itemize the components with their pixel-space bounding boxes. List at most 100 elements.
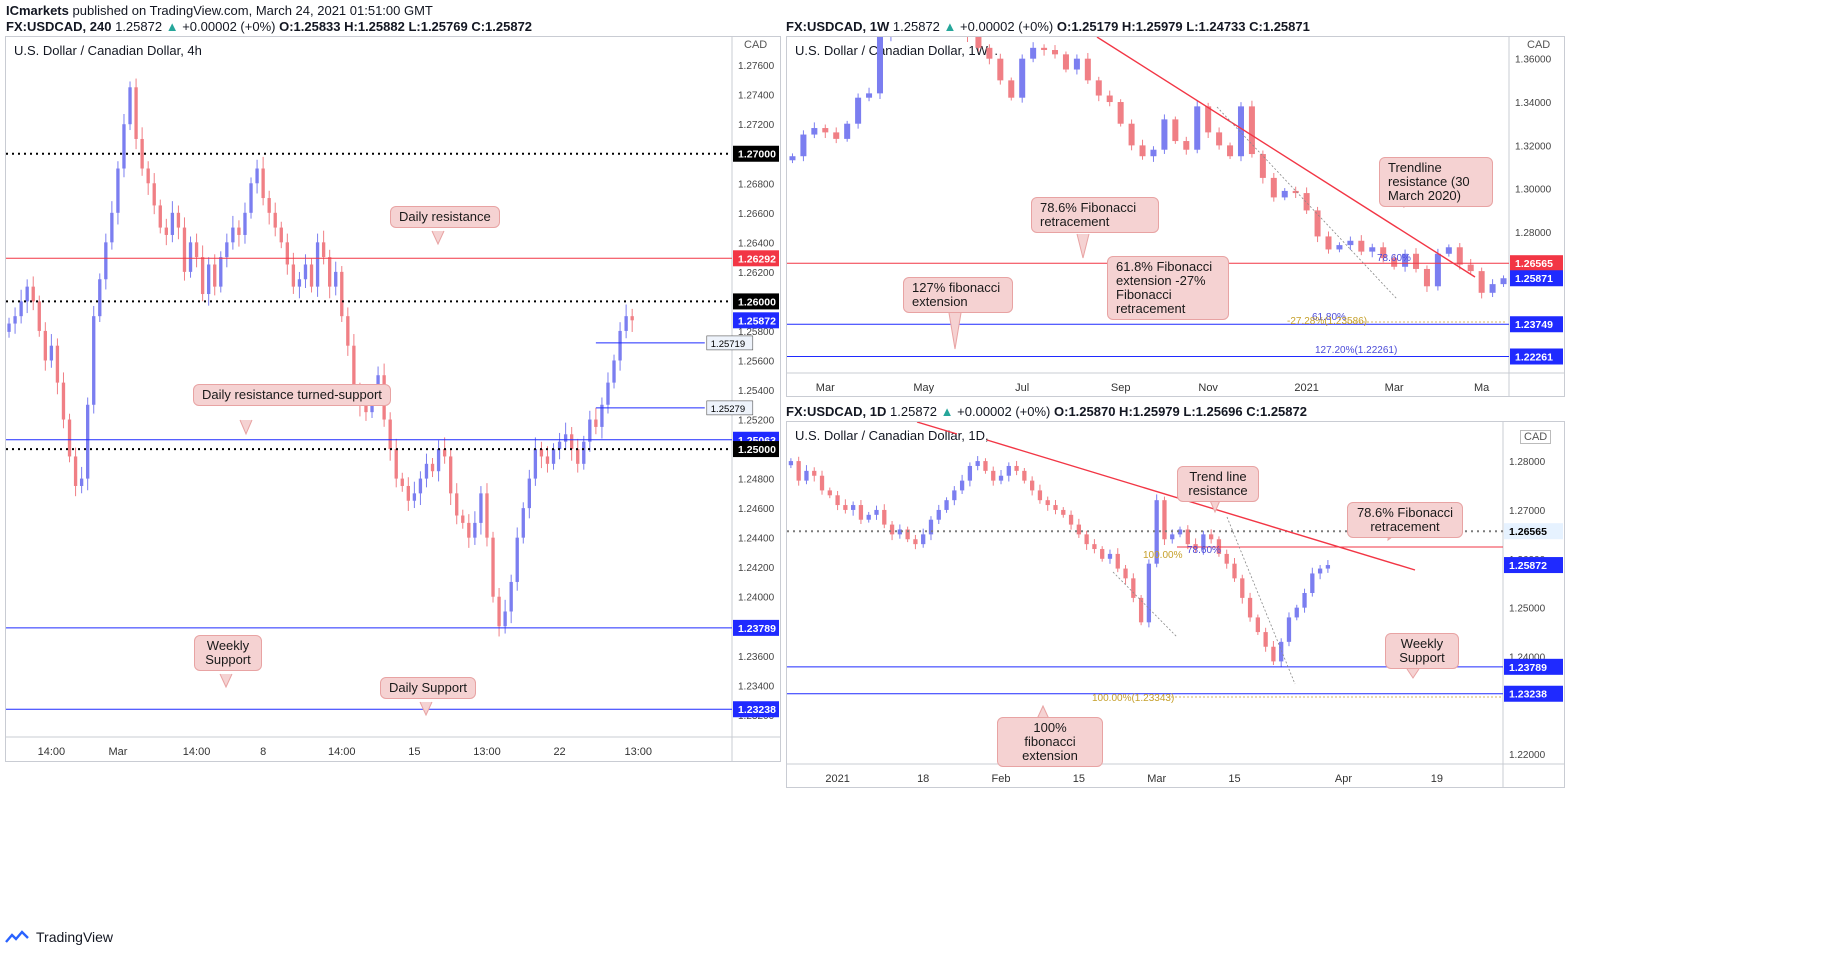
price-tag-label: 1.22261 [1515, 352, 1553, 364]
price-tag [733, 619, 779, 636]
chart-1d-panel[interactable]: U.S. Dollar / Canadian Dollar, 1D, 1.280… [786, 421, 1565, 788]
left-quote: 1.25872 [115, 19, 163, 34]
callout-pointer [1406, 668, 1420, 679]
candle [49, 345, 54, 361]
candle [1209, 534, 1214, 540]
candle [789, 156, 796, 161]
candle [515, 537, 519, 582]
candle [1358, 240, 1365, 252]
chart-1w-panel[interactable]: U.S. Dollar / Canadian Dollar, 1W, . CAD… [786, 36, 1565, 397]
y-tick-label: 1.24200 [738, 563, 775, 574]
candle [527, 478, 531, 509]
candle [570, 434, 574, 450]
y-tick-label: 1.25800 [738, 327, 775, 338]
x-tick-label: 13:00 [473, 746, 501, 758]
candle [1008, 80, 1015, 98]
candle [1061, 509, 1066, 515]
candle [1095, 80, 1102, 96]
candle [1434, 253, 1441, 287]
candle [1325, 236, 1332, 250]
candle [98, 279, 102, 317]
candle [563, 434, 568, 442]
trendline-resistance [916, 422, 958, 435]
candle [1117, 102, 1124, 124]
candle [442, 449, 447, 457]
top-right-quote: 1.25872 [892, 19, 940, 34]
price-tag [733, 701, 779, 718]
y-tick-label: 1.25400 [738, 386, 775, 397]
candle [1107, 553, 1113, 559]
x-tick-label: 14:00 [328, 746, 356, 758]
candle [321, 242, 326, 258]
fib-label: 127.20%(1.22261) [1315, 345, 1397, 356]
candle [1445, 247, 1452, 254]
candle [194, 242, 199, 258]
candle [479, 493, 483, 523]
y-tick-label: 1.28000 [1515, 228, 1552, 239]
candle [1270, 177, 1277, 198]
candle [424, 463, 429, 479]
price-tag [733, 312, 779, 329]
candle [1084, 58, 1091, 81]
candle [86, 404, 90, 479]
candle [273, 212, 277, 228]
chart-title: U.S. Dollar / Canadian Dollar, 1W, . [795, 43, 999, 58]
candle [134, 87, 138, 139]
candle [876, 37, 883, 94]
candle [243, 212, 247, 235]
candle [967, 465, 973, 481]
top-right-chart-header: FX:USDCAD, 1W 1.25872 ▲ +0.00002 (+0%) O… [786, 19, 1310, 34]
y-tick-label: 1.23600 [738, 652, 775, 663]
price-tag-label: 1.23749 [1515, 319, 1553, 331]
candle [146, 168, 150, 184]
candle [1216, 132, 1223, 146]
top-right-ohlc: O:1.25179 H:1.25979 L:1.24733 C:1.25871 [1056, 19, 1310, 34]
candle [533, 449, 538, 479]
candle [1022, 470, 1027, 481]
callout-pointer [419, 701, 433, 717]
price-tag [1510, 316, 1563, 333]
candle [1413, 253, 1420, 269]
candle [267, 198, 271, 213]
price-tag-label: 1.26000 [738, 296, 776, 308]
x-tick-label: 22 [553, 746, 565, 758]
candle [1369, 247, 1376, 252]
candle [1045, 500, 1050, 506]
candle [1014, 465, 1019, 471]
left-symbol: FX:USDCAD, 240 [6, 19, 112, 34]
chart-4h-svg[interactable]: 1.27600 1.27400 1.27200 1.26800 1.26600 1.264… [6, 37, 780, 761]
footer-brand[interactable]: TradingView [4, 929, 113, 945]
candle [461, 515, 465, 523]
candle [19, 301, 23, 317]
candle [164, 227, 168, 235]
y-tick-label: 1.22000 [1509, 750, 1546, 761]
price-tag-label: 1.27000 [738, 149, 776, 161]
price-tag [1504, 523, 1563, 540]
candle [1224, 553, 1229, 564]
x-tick-label: Ma [1474, 382, 1490, 394]
callout-pointer [1076, 233, 1090, 259]
callout-trend-line-resistance: Trend line resistance [1177, 466, 1259, 502]
candle [835, 495, 840, 506]
candle [551, 449, 556, 464]
candle [975, 461, 980, 466]
candle [219, 257, 223, 287]
chart-1w-svg[interactable]: 1.36000 1.34000 1.32000 1.30000 1.28000 Mar Ma… [787, 37, 1564, 396]
candle [545, 456, 550, 464]
callout-daily-support: Daily Support [380, 677, 477, 699]
chart-1d-svg[interactable]: 1.280001.270001.260001.250001.240001.220… [787, 422, 1564, 787]
candle [1456, 247, 1463, 265]
candle [612, 360, 616, 383]
candle [1183, 141, 1190, 150]
bottom-right-change: +0.00002 (+0%) [957, 404, 1051, 419]
callout-trendline-resistance: Trendline resistance (30 March 2020) [1379, 157, 1493, 207]
price-tag-label: 1.26292 [738, 253, 776, 265]
candle [406, 485, 410, 501]
candle [436, 449, 441, 472]
candle [1162, 500, 1167, 540]
x-tick-label: 8 [260, 746, 266, 758]
chart-4h-panel[interactable]: U.S. Dollar / Canadian Dollar, 4h CAD 1.… [5, 36, 781, 762]
callout-pointer [219, 673, 233, 689]
x-tick-label: Jul [1015, 382, 1029, 394]
candle [473, 522, 477, 538]
